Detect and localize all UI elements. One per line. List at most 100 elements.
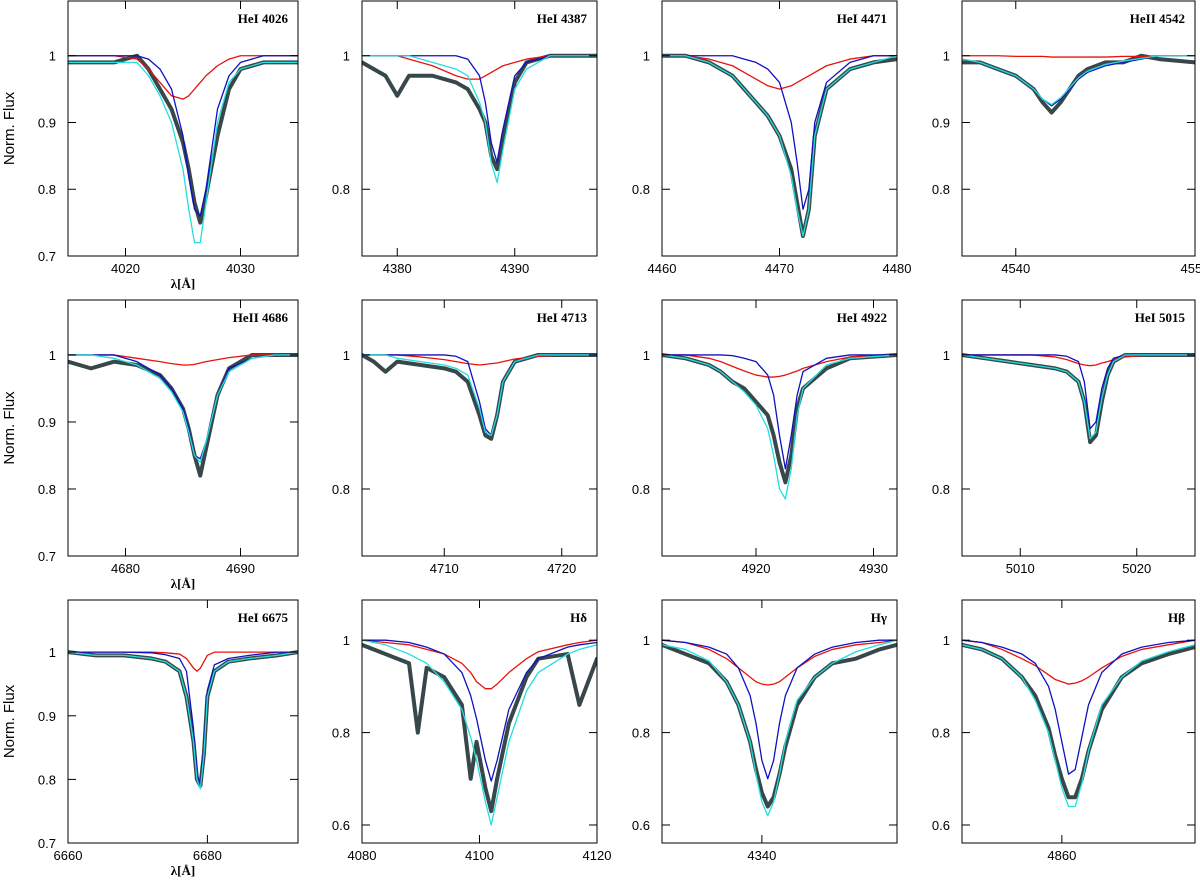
spectrum-line xyxy=(962,55,1195,106)
x-tick-label: 4930 xyxy=(859,561,888,576)
plot-area xyxy=(962,53,1195,115)
y-axis-label: Norm. Flux xyxy=(1,91,18,165)
panel: 0.8 0.9 1 4540 4550 HeII 4542 xyxy=(932,0,1200,276)
panel: 0.7 0.8 0.9 1 4020 4030 HeI 4026 λ[Å] Norm. Flux xyxy=(1,0,299,291)
spectrum-line xyxy=(68,354,298,463)
plot-area xyxy=(962,639,1195,808)
spectrum-line xyxy=(68,61,298,244)
y-tick-label: 0.8 xyxy=(632,482,650,497)
spectrum-line xyxy=(962,53,1195,115)
plot-frame xyxy=(961,299,1196,557)
plot-area xyxy=(662,352,897,500)
y-tick-label: 1 xyxy=(943,633,950,648)
y-tick-label: 0.9 xyxy=(932,115,950,130)
spectrum-line xyxy=(662,55,897,90)
panel: 0.6 0.8 1 4860 Hβ xyxy=(932,599,1196,863)
x-axis-label: λ[Å] xyxy=(171,276,195,291)
x-tick-label: 5020 xyxy=(1122,561,1151,576)
panel-title: HeI 6675 xyxy=(238,610,289,625)
y-tick-label: 0.8 xyxy=(332,482,350,497)
x-tick-label: 4680 xyxy=(111,561,140,576)
y-tick-label: 1 xyxy=(643,633,650,648)
y-tick-label: 0.8 xyxy=(632,182,650,197)
spectrum-line xyxy=(362,55,597,80)
y-tick-label: 1 xyxy=(343,49,350,64)
x-tick-label: 4080 xyxy=(348,848,377,863)
plot-frame xyxy=(661,0,898,257)
y-tick-label: 0.8 xyxy=(932,182,950,197)
spectrum-line xyxy=(68,651,298,790)
x-tick-label: 4460 xyxy=(648,261,677,276)
x-tick-label: 4480 xyxy=(883,261,912,276)
x-tick-label: 5010 xyxy=(1006,561,1035,576)
spectrum-line xyxy=(662,352,897,485)
x-tick-label: 4120 xyxy=(583,848,612,863)
y-tick-label: 1 xyxy=(343,348,350,363)
spectrum-line xyxy=(662,55,897,237)
panel: 0.8 1 4460 4470 4480 HeI 4471 xyxy=(632,0,912,276)
y-tick-label: 1 xyxy=(49,49,56,64)
spectrum-line xyxy=(362,55,597,184)
y-tick-label: 0.6 xyxy=(632,818,650,833)
plot-area xyxy=(662,639,897,817)
y-tick-label: 1 xyxy=(343,633,350,648)
plot-frame xyxy=(961,0,1196,257)
plot-area xyxy=(362,53,597,184)
spectrum-line xyxy=(962,55,1195,107)
x-tick-label: 4030 xyxy=(226,261,255,276)
spectrum-line xyxy=(662,354,897,470)
spectrum-line xyxy=(962,55,1195,58)
x-tick-label: 4920 xyxy=(742,561,771,576)
plot-frame xyxy=(67,599,299,844)
y-tick-label: 1 xyxy=(943,49,950,64)
y-tick-label: 0.8 xyxy=(932,726,950,741)
y-tick-label: 0.7 xyxy=(38,549,56,564)
y-tick-label: 0.9 xyxy=(38,709,56,724)
plot-area xyxy=(362,639,597,826)
spectrum-line xyxy=(962,354,1195,430)
plot-frame xyxy=(67,0,299,257)
y-tick-label: 0.8 xyxy=(632,726,650,741)
spectrum-line xyxy=(962,644,1195,808)
panel: 0.8 1 4380 4390 HeI 4387 xyxy=(332,0,598,276)
spectrum-line xyxy=(662,639,897,780)
panel-title: HeII 4542 xyxy=(1130,11,1185,26)
panel-title: HeI 4471 xyxy=(837,11,887,26)
y-tick-label: 0.6 xyxy=(932,818,950,833)
y-tick-label: 0.7 xyxy=(38,836,56,851)
y-tick-label: 1 xyxy=(49,645,56,660)
x-tick-label: 4860 xyxy=(1047,848,1076,863)
spectrum-line xyxy=(68,352,298,478)
x-tick-label: 4380 xyxy=(383,261,412,276)
plot-frame xyxy=(361,0,598,257)
y-tick-label: 1 xyxy=(643,348,650,363)
y-axis-label: Norm. Flux xyxy=(1,684,18,758)
spectrum-line xyxy=(362,53,597,172)
x-tick-label: 4550 xyxy=(1181,261,1200,276)
y-tick-label: 1 xyxy=(643,49,650,64)
spectrum-line xyxy=(68,651,298,787)
panel-title: HeI 5015 xyxy=(1135,310,1186,325)
panel-title: HeI 4387 xyxy=(537,11,588,26)
x-tick-label: 6680 xyxy=(193,848,222,863)
plot-area xyxy=(362,352,597,441)
y-tick-label: 0.8 xyxy=(38,772,56,787)
spectrum-line xyxy=(362,639,597,826)
x-axis-label: λ[Å] xyxy=(171,576,195,591)
plot-area xyxy=(662,53,897,238)
panel-title: HeII 4686 xyxy=(233,310,289,325)
spectrum-line xyxy=(662,55,897,210)
y-tick-label: 0.9 xyxy=(38,415,56,430)
panel-title: Hβ xyxy=(1168,610,1185,625)
y-tick-label: 0.8 xyxy=(332,726,350,741)
plot-frame xyxy=(67,299,299,557)
spectrum-line xyxy=(68,650,298,788)
spectrum-line xyxy=(662,354,897,378)
x-tick-label: 4340 xyxy=(747,848,776,863)
x-tick-label: 4540 xyxy=(1001,261,1030,276)
spectrum-line xyxy=(362,352,597,441)
spectrum-line xyxy=(68,55,298,100)
panel: 0.8 1 4710 4720 HeI 4713 xyxy=(332,299,598,576)
y-tick-label: 0.8 xyxy=(38,182,56,197)
